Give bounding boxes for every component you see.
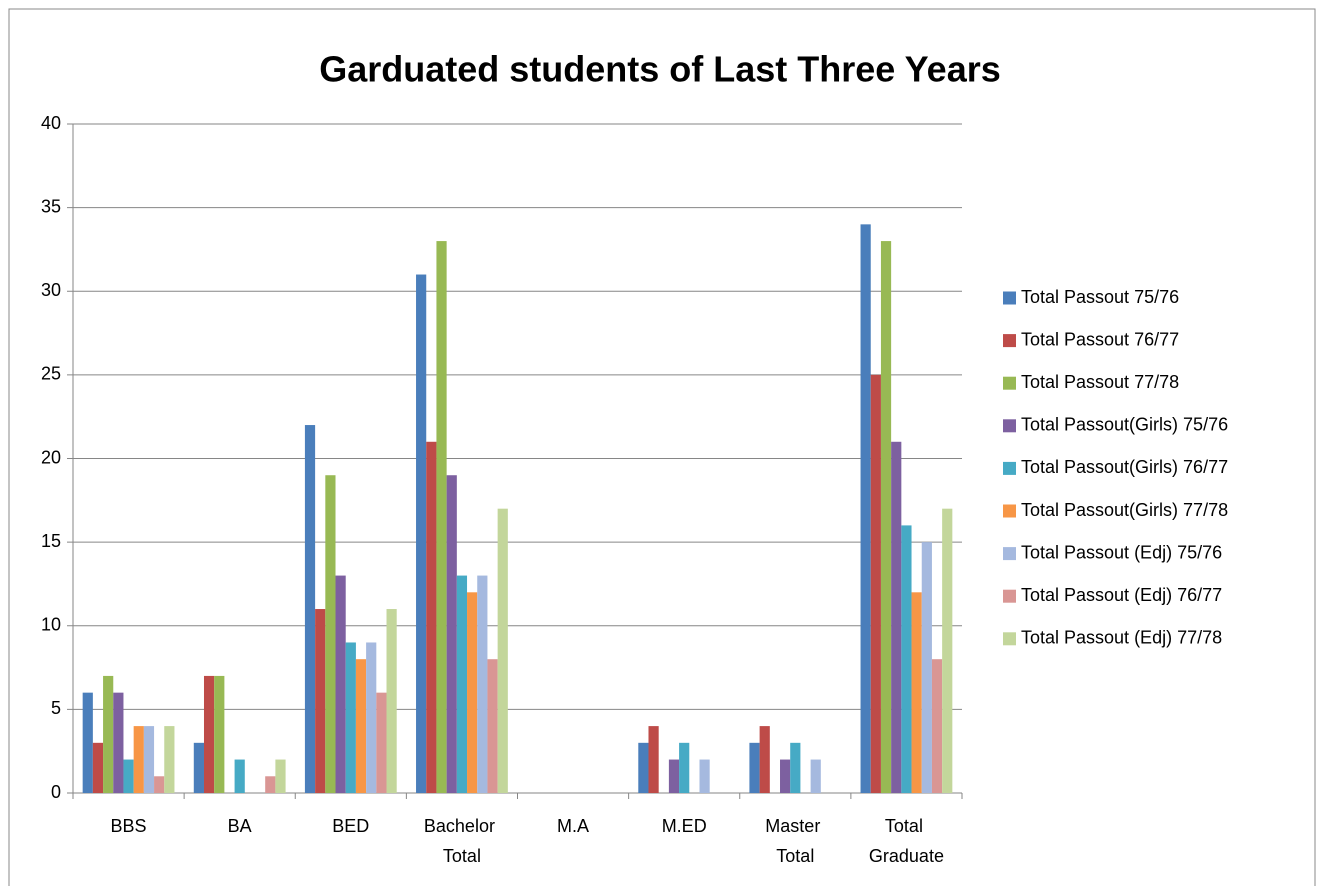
bar bbox=[477, 575, 488, 793]
x-tick-label: Total Graduate bbox=[869, 816, 944, 866]
bar bbox=[164, 726, 175, 793]
bar bbox=[942, 508, 953, 793]
bar bbox=[790, 742, 801, 793]
bar bbox=[366, 642, 377, 793]
bar bbox=[880, 241, 892, 793]
bar bbox=[426, 441, 437, 793]
bar bbox=[416, 274, 427, 793]
bar bbox=[810, 759, 821, 793]
legend-label: Total Passout 77/78 bbox=[1021, 372, 1179, 392]
bar bbox=[113, 692, 124, 793]
x-tick-label: BBS bbox=[111, 816, 147, 836]
y-tick-label: 40 bbox=[41, 113, 61, 133]
bar bbox=[931, 659, 943, 793]
bar bbox=[335, 575, 346, 793]
x-tick-label: Master Total bbox=[765, 816, 825, 866]
y-tick-label: 30 bbox=[41, 280, 61, 300]
bar bbox=[355, 659, 367, 793]
bar bbox=[446, 475, 457, 793]
x-tick-label: Bachelor Total bbox=[424, 816, 500, 866]
bar bbox=[467, 592, 478, 793]
legend-swatch bbox=[1003, 419, 1016, 433]
bar bbox=[203, 675, 215, 793]
y-tick-label: 20 bbox=[41, 447, 61, 467]
bar bbox=[497, 508, 508, 793]
bar bbox=[265, 776, 276, 793]
bar bbox=[648, 726, 659, 793]
x-tick-label: BA bbox=[228, 816, 252, 836]
bar bbox=[456, 575, 468, 793]
bar bbox=[891, 441, 902, 793]
y-tick-label: 0 bbox=[51, 782, 61, 802]
bar bbox=[780, 759, 791, 793]
bar bbox=[638, 742, 649, 793]
bar bbox=[901, 525, 912, 793]
x-tick-label: M.ED bbox=[662, 816, 707, 836]
bar bbox=[123, 759, 134, 793]
bar bbox=[143, 726, 155, 793]
legend-label: Total Passout (Edj) 75/76 bbox=[1021, 542, 1222, 562]
y-tick-label: 35 bbox=[41, 196, 61, 216]
bar bbox=[325, 475, 336, 793]
bar bbox=[154, 776, 165, 793]
legend-label: Total Passout (Edj) 76/77 bbox=[1021, 585, 1222, 605]
bar bbox=[759, 726, 770, 793]
bar bbox=[315, 609, 326, 793]
legend-swatch bbox=[1003, 291, 1016, 305]
legend-swatch bbox=[1003, 547, 1016, 561]
bar bbox=[699, 759, 710, 793]
bar bbox=[234, 759, 245, 793]
y-tick-label: 15 bbox=[41, 531, 61, 551]
chart-title: Garduated students of Last Three Years bbox=[319, 49, 1001, 90]
legend-swatch bbox=[1003, 589, 1016, 603]
bar bbox=[193, 742, 204, 793]
bar bbox=[214, 675, 225, 793]
bar bbox=[275, 759, 286, 793]
bar bbox=[92, 742, 104, 793]
bar bbox=[304, 425, 316, 793]
legend-label: Total Passout 75/76 bbox=[1021, 287, 1179, 307]
bar bbox=[749, 742, 760, 793]
legend-swatch bbox=[1003, 504, 1016, 518]
legend-label: Total Passout(Girls) 76/77 bbox=[1021, 457, 1228, 477]
y-tick-label: 5 bbox=[51, 698, 61, 718]
legend-swatch bbox=[1003, 461, 1016, 475]
bar bbox=[668, 759, 680, 793]
bar bbox=[487, 659, 498, 793]
legend-label: Total Passout (Edj) 77/78 bbox=[1021, 628, 1222, 648]
bar bbox=[345, 642, 356, 793]
bar bbox=[376, 692, 387, 793]
bar bbox=[103, 675, 114, 793]
bar bbox=[679, 742, 690, 793]
legend-swatch bbox=[1003, 334, 1016, 348]
bar bbox=[911, 592, 922, 793]
y-tick-label: 25 bbox=[41, 364, 61, 384]
bar bbox=[870, 374, 881, 793]
bar bbox=[921, 542, 932, 793]
bar bbox=[82, 692, 93, 793]
legend-swatch bbox=[1003, 376, 1016, 390]
x-tick-label: M.A bbox=[557, 816, 589, 836]
chart-frame bbox=[8, 8, 1316, 891]
bar bbox=[133, 726, 144, 793]
x-tick-label: BED bbox=[332, 816, 369, 836]
bar bbox=[860, 224, 871, 794]
legend-swatch bbox=[1003, 632, 1016, 646]
y-tick-label: 10 bbox=[41, 615, 61, 635]
legend-label: Total Passout(Girls) 75/76 bbox=[1021, 415, 1228, 435]
bar bbox=[436, 241, 447, 793]
legend-label: Total Passout(Girls) 77/78 bbox=[1021, 500, 1228, 520]
bar bbox=[386, 609, 397, 793]
legend-label: Total Passout 76/77 bbox=[1021, 329, 1179, 349]
